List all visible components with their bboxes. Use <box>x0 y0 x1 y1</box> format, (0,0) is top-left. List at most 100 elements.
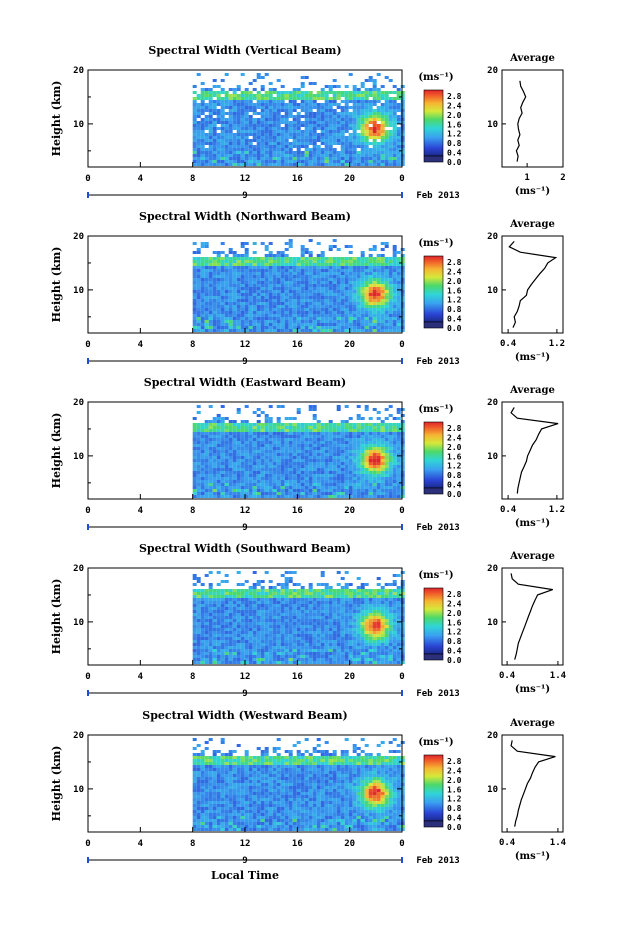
average-line <box>510 573 553 660</box>
colorbar-tick: 2.0 <box>447 609 462 618</box>
x-tick-label: 0 <box>399 174 404 184</box>
day-marker: 9 <box>242 357 247 367</box>
colorbar-tick: 2.4 <box>447 599 462 608</box>
avg-x-tick-label: 0.4 <box>500 339 517 349</box>
colorbar-tick: 2.8 <box>447 92 462 101</box>
avg-y-tick-label: 20 <box>487 232 498 242</box>
colorbar-unit: (ms⁻¹) <box>418 72 453 83</box>
y-tick-label: 20 <box>73 232 84 242</box>
avg-y-tick-label: 20 <box>487 66 498 76</box>
x-tick-label: 12 <box>240 506 251 516</box>
x-tick-label: 20 <box>344 506 355 516</box>
colorbar-tick: 2.4 <box>447 101 462 110</box>
colorbar-tick: 0.0 <box>447 158 462 167</box>
y-tick-label: 10 <box>73 286 84 296</box>
x-tick-label: 0 <box>399 672 404 682</box>
average-profile: Average 20 10 0.4 1.4(ms⁻¹) <box>487 718 566 862</box>
y-tick-label: 10 <box>73 452 84 462</box>
colorbar <box>423 89 444 157</box>
y-tick-label: 10 <box>73 785 84 795</box>
avg-x-tick-label: 1 <box>524 173 529 183</box>
avg-y-tick-label: 20 <box>487 731 498 741</box>
average-profile: Average 20 10 0.4 1.2 (ms⁻¹) <box>487 219 565 363</box>
y-tick-label: 20 <box>73 564 84 574</box>
y-axis-label: Height (km) <box>50 579 63 655</box>
average-profile: Average 20 10 0.4 1.2 (ms⁻¹) <box>487 385 565 529</box>
colorbar-tick: 2.8 <box>447 757 462 766</box>
average-line <box>510 740 556 827</box>
colorbar-tick: 2.8 <box>447 258 462 267</box>
colorbar-tick: 2.0 <box>447 776 462 785</box>
y-tick-label: 20 <box>73 731 84 741</box>
y-axis-label: Height (km) <box>50 247 63 323</box>
avg-x-tick-label: 0.4 <box>499 671 516 681</box>
colorbar-tick: 1.6 <box>447 286 462 295</box>
colorbar-tick: 2.0 <box>447 443 462 452</box>
day-marker: 9 <box>242 689 247 699</box>
x-tick-label: 20 <box>344 839 355 849</box>
avg-y-tick-label: 10 <box>487 286 498 296</box>
average-line <box>508 240 558 328</box>
panel-4: Spectral Width (Southward Beam) 20 10 Heigh… <box>50 542 567 699</box>
average-profile: Average 20 10 0.4 1.4(ms⁻¹) <box>487 551 566 695</box>
heatmap <box>192 73 405 166</box>
x-tick-label: 16 <box>292 506 303 516</box>
colorbar-tick: 1.2 <box>447 795 462 804</box>
avg-x-label: (ms⁻¹) <box>515 684 550 695</box>
average-frame <box>501 401 564 500</box>
y-tick-label: 20 <box>73 398 84 408</box>
x-tick-label: 20 <box>344 174 355 184</box>
x-tick-label: 4 <box>138 672 144 682</box>
x-tick-label: 12 <box>240 340 251 350</box>
colorbar-tick: 1.6 <box>447 785 462 794</box>
avg-y-tick-label: 20 <box>487 398 498 408</box>
avg-y-tick-label: 10 <box>487 452 498 462</box>
avg-y-tick-label: 10 <box>487 618 498 628</box>
heatmap <box>192 738 405 831</box>
x-tick-label: 8 <box>190 174 195 184</box>
colorbar-tick: 0.4 <box>447 481 462 490</box>
colorbar-tick: 2.8 <box>447 424 462 433</box>
colorbar-tick: 0.4 <box>447 647 462 656</box>
panel-title: Spectral Width (Vertical Beam) <box>148 44 341 57</box>
average-title: Average <box>509 551 555 562</box>
heatmap <box>192 239 405 332</box>
date-label: Feb 2013 <box>416 357 459 367</box>
day-marker: 9 <box>242 523 247 533</box>
avg-x-tick-label: 0.4 <box>499 838 516 848</box>
panel-title: Spectral Width (Westward Beam) <box>142 709 347 722</box>
colorbar <box>423 421 444 489</box>
colorbar-tick: 2.4 <box>447 267 462 276</box>
colorbar-tick: 1.2 <box>447 462 462 471</box>
colorbar <box>423 754 444 822</box>
x-tick-label: 12 <box>240 672 251 682</box>
average-title: Average <box>509 718 555 729</box>
panel-title: Spectral Width (Southward Beam) <box>139 542 351 555</box>
x-tick-label: 16 <box>292 672 303 682</box>
colorbar-floor <box>423 321 444 329</box>
colorbar-tick: 1.2 <box>447 628 462 637</box>
colorbar-tick: 2.0 <box>447 277 462 286</box>
x-tick-label: 0 <box>85 672 90 682</box>
x-tick-label: 0 <box>85 340 90 350</box>
x-tick-label: 4 <box>138 174 144 184</box>
colorbar-tick: 0.4 <box>447 814 462 823</box>
colorbar-floor <box>423 820 444 828</box>
avg-y-tick-label: 20 <box>487 564 498 574</box>
average-line <box>510 407 559 494</box>
avg-x-label: (ms⁻¹) <box>515 352 550 363</box>
colorbar-tick: 1.2 <box>447 130 462 139</box>
x-tick-label: 0 <box>85 174 90 184</box>
colorbar-tick: 0.0 <box>447 823 462 832</box>
x-tick-label: 16 <box>292 174 303 184</box>
y-axis-label: Height (km) <box>50 746 63 822</box>
colorbar-floor <box>423 653 444 661</box>
y-axis-label: Height (km) <box>50 81 63 157</box>
average-profile: Average 20 10 1 2 (ms⁻¹) <box>487 53 566 197</box>
average-frame <box>501 734 564 833</box>
x-tick-label: 0 <box>399 839 404 849</box>
avg-x-tick-label: 1.2 <box>549 339 565 349</box>
colorbar-tick: 0.8 <box>447 804 462 813</box>
heatmap <box>192 571 405 664</box>
